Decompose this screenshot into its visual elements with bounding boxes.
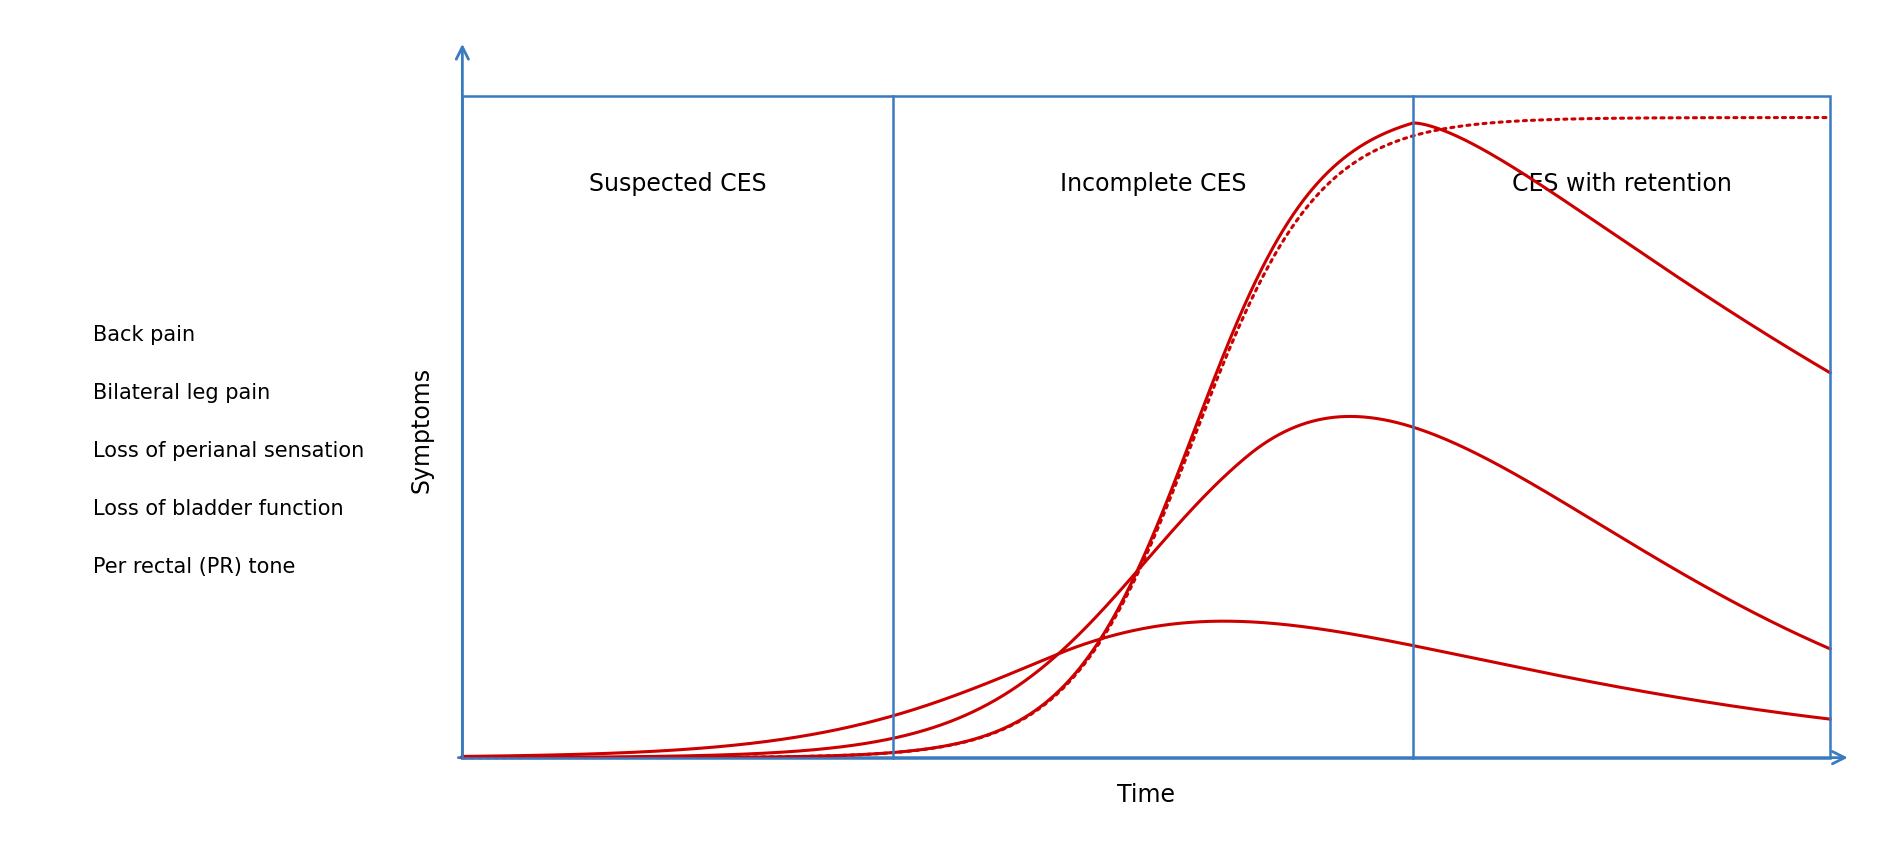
Text: Symptoms: Symptoms	[410, 367, 433, 493]
Text: Bilateral leg pain: Bilateral leg pain	[93, 382, 270, 403]
Text: Suspected CES: Suspected CES	[588, 172, 767, 196]
Text: Time: Time	[1118, 783, 1175, 807]
Text: Loss of perianal sensation: Loss of perianal sensation	[93, 440, 364, 460]
Text: Back pain: Back pain	[93, 325, 195, 345]
Text: Incomplete CES: Incomplete CES	[1059, 172, 1247, 196]
Text: Per rectal (PR) tone: Per rectal (PR) tone	[93, 556, 296, 577]
Text: Loss of bladder function: Loss of bladder function	[93, 499, 344, 518]
Text: CES with retention: CES with retention	[1511, 172, 1731, 196]
